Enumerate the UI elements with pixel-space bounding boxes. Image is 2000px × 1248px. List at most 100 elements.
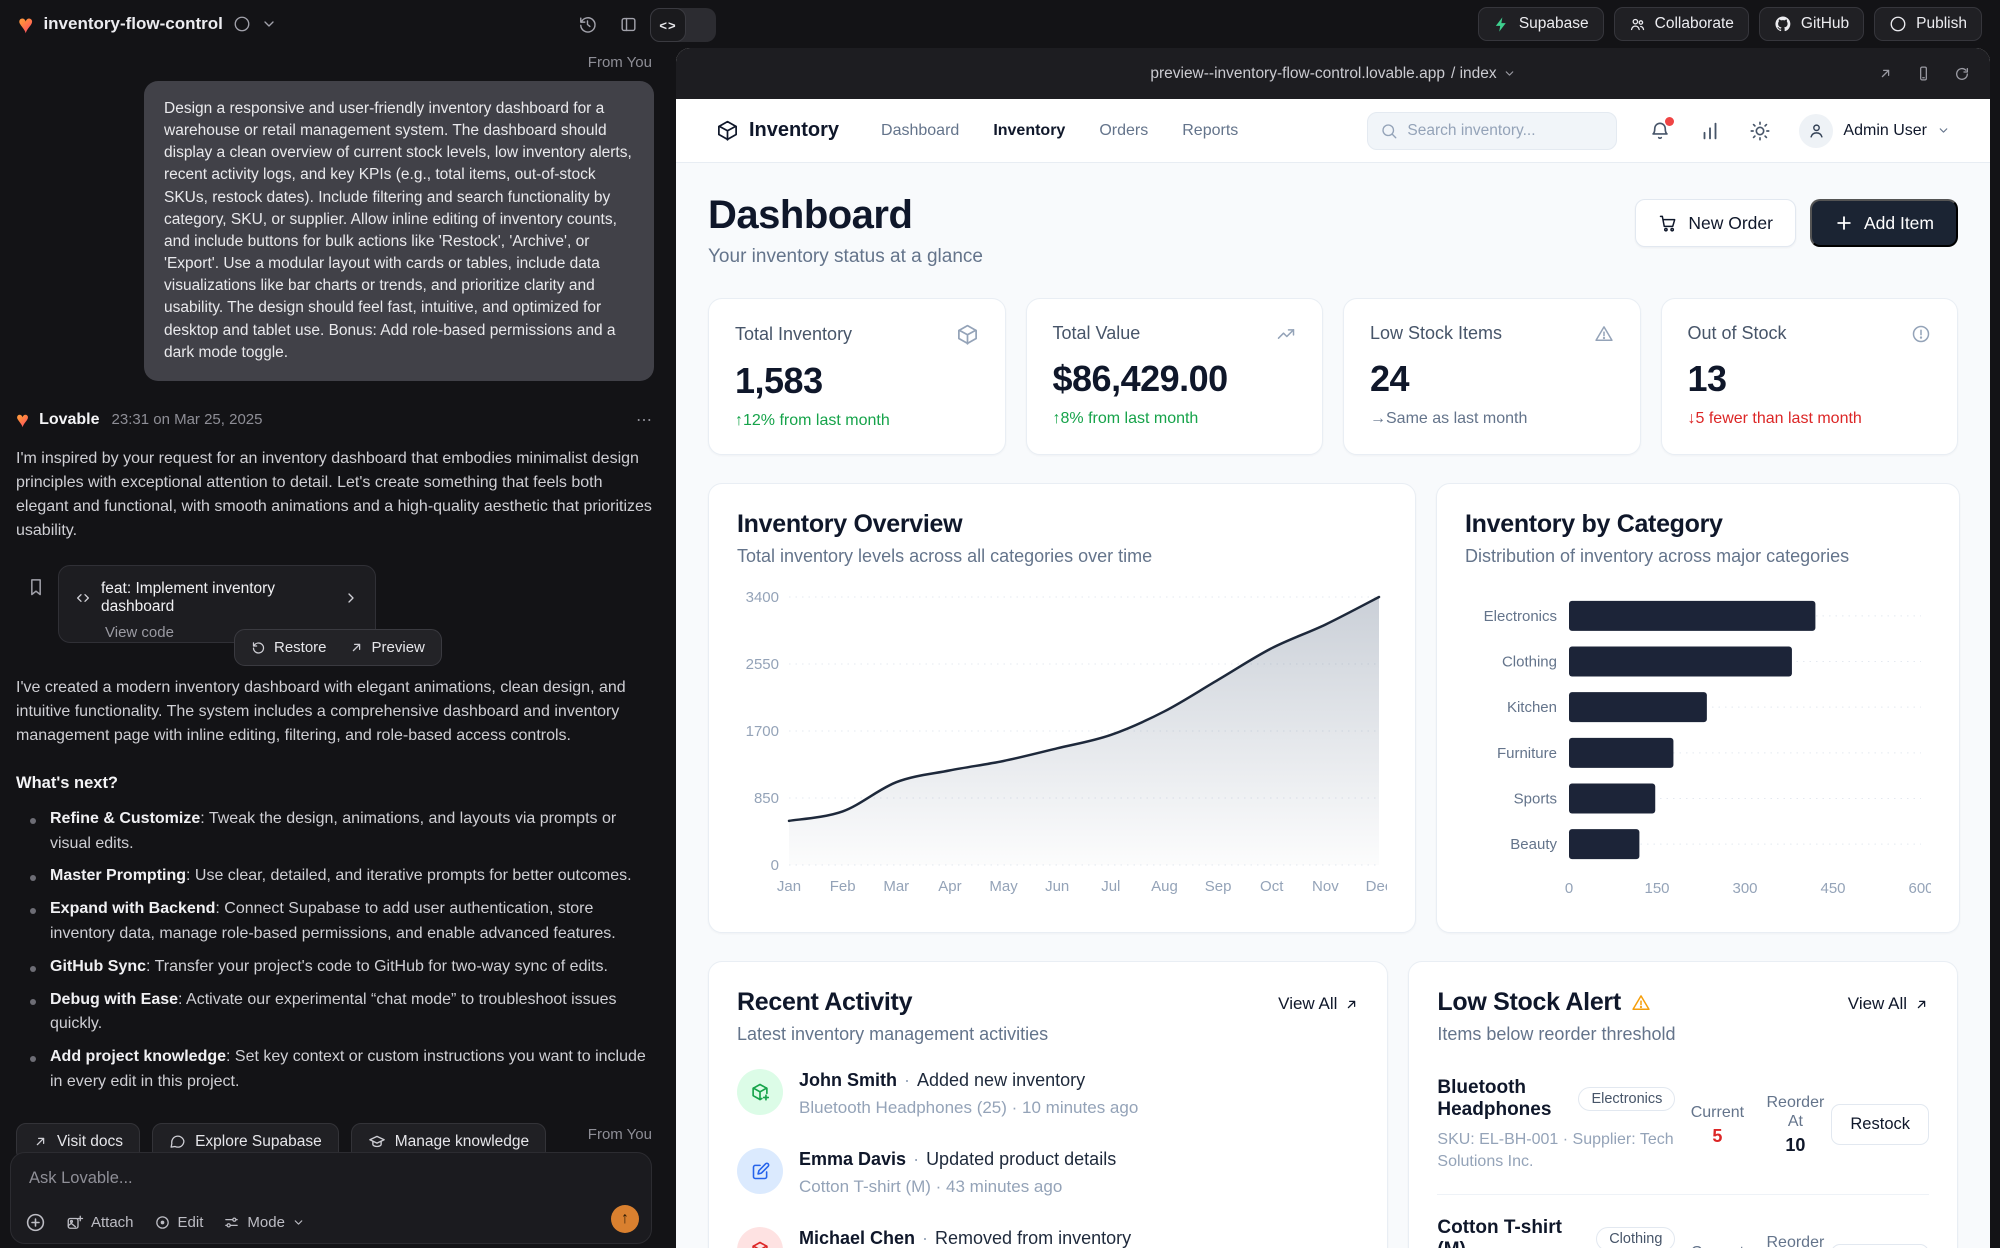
nav-link-inventory[interactable]: Inventory [993,121,1066,139]
code-preview-toggle[interactable]: <> [650,8,716,42]
user-name: Admin User [1843,121,1927,139]
kpi-label: Low Stock Items [1370,323,1503,343]
svg-text:Jun: Jun [1045,878,1069,895]
svg-text:450: 450 [1820,880,1845,897]
view-all-low-stock-link[interactable]: View All [1848,994,1929,1014]
panel-toggle-icon[interactable] [619,15,638,34]
svg-text:Feb: Feb [830,878,856,895]
svg-text:Beauty: Beauty [1510,836,1557,853]
supabase-bolt-icon [1493,16,1510,33]
view-code-link[interactable]: View code [105,623,174,641]
collaborate-button[interactable]: Collaborate [1613,7,1749,41]
preview-button[interactable]: Preview [349,639,425,656]
svg-text:300: 300 [1732,880,1757,897]
svg-text:Aug: Aug [1151,878,1178,895]
inventory-overview-card: Inventory Overview Total inventory level… [708,483,1416,933]
add-item-button[interactable]: Add Item [1809,199,1958,247]
inventory-app: Inventory Dashboard Inventory Orders Report… [676,99,1990,1248]
plus-circle-icon[interactable] [25,1212,46,1233]
whats-next-heading: What's next? [16,773,119,792]
chart-title: Inventory Overview [737,510,963,538]
supabase-button[interactable]: Supabase [1477,7,1604,41]
low-stock-row: Cotton T-shirt (M)ClothingSKU: CL-TS-M-0… [1437,1195,1929,1248]
chart-subtitle: Total inventory levels across all catego… [737,546,1153,566]
next-step-item: Add project knowledge: Set key context o… [24,1045,654,1095]
sku-supplier-line: SKU: EL-BH-001 · Supplier: Tech Solution… [1437,1131,1674,1170]
activity-action: Added new inventory [917,1070,1086,1090]
notification-dot [1665,116,1675,126]
edit-button[interactable]: Edit [154,1214,203,1231]
arrow-up-right-icon [1344,997,1359,1012]
chat-input[interactable]: Ask Lovable... [29,1169,133,1187]
svg-text:Jan: Jan [777,878,801,895]
chevron-down-icon[interactable] [261,16,277,32]
warning-triangle-icon [1631,993,1651,1013]
arrow-up-right-icon [349,640,364,655]
open-external-icon[interactable] [1878,65,1893,82]
message-menu-icon[interactable]: ⋯ [636,411,654,429]
search-box[interactable] [1367,111,1618,150]
preview-url[interactable]: preview--inventory-flow-control.lovable.… [1150,65,1515,83]
category-badge: Clothing [1596,1227,1676,1248]
next-step-item: Master Prompting: Use clear, detailed, a… [24,864,654,889]
kpi-card: Total Value $86,429.00 ↑8% from last month [1025,298,1323,455]
chat-input-box[interactable]: Ask Lovable... Attach Edit Mode ↑ [10,1152,652,1244]
chevron-down-icon [292,1216,305,1229]
app-brand[interactable]: Inventory [716,119,839,142]
chevron-down-icon [1503,67,1516,80]
restore-preview-pill: Restore Preview [234,628,442,666]
mode-dropdown[interactable]: Mode [223,1214,305,1231]
chat-panel: From You Design a responsive and user-fr… [0,48,676,1248]
graduation-cap-icon [368,1133,386,1151]
github-button[interactable]: GitHub [1758,7,1865,41]
svg-text:150: 150 [1644,880,1669,897]
search-input[interactable] [1407,121,1605,140]
svg-text:Kitchen: Kitchen [1507,699,1557,716]
package-plus-icon [737,1069,783,1115]
low-stock-row: Bluetooth Headphones Electronics SKU: EL-B… [1437,1055,1929,1196]
analytics-bars-icon[interactable] [1699,120,1721,142]
svg-text:Apr: Apr [938,878,961,895]
alert-circle-icon [1911,324,1931,344]
kpi-card: Low Stock Items 24 →Same as last month [1343,298,1641,455]
alert-triangle-icon [1594,324,1614,344]
restock-button[interactable]: Restock [1831,1104,1929,1146]
bookmark-icon[interactable] [26,577,46,597]
nav-link-reports[interactable]: Reports [1182,121,1239,139]
user-menu[interactable]: Admin User [1799,113,1950,148]
chart-subtitle: Distribution of inventory across major c… [1465,546,1850,566]
item-name: Bluetooth Headphones [1437,1077,1552,1120]
mobile-view-icon[interactable] [1915,65,1932,82]
nav-link-orders[interactable]: Orders [1099,121,1149,139]
kpi-delta: →Same as last month [1370,410,1528,427]
send-button[interactable]: ↑ [611,1205,639,1233]
theme-sun-icon[interactable] [1749,120,1771,142]
restore-button[interactable]: Restore [251,639,327,656]
message-timestamp: 23:31 on Mar 25, 2025 [111,411,263,429]
history-icon[interactable] [578,15,597,34]
item-name: Cotton T-shirt (M) [1437,1217,1562,1248]
page-title: Dashboard [708,193,913,237]
svg-text:2550: 2550 [746,656,779,673]
kpi-label: Out of Stock [1687,323,1787,343]
from-you-label-bottom: From You [587,1126,652,1143]
commit-block: feat: Implement inventory dashboard View… [16,564,654,666]
view-all-activity-link[interactable]: View All [1278,994,1359,1014]
restock-button[interactable]: Restock [1831,1244,1929,1248]
attach-button[interactable]: Attach [66,1214,134,1232]
kpi-delta: ↑12% from last month [735,412,890,429]
publish-button[interactable]: Publish [1874,7,1982,41]
notifications-bell-icon[interactable] [1649,116,1675,142]
refresh-icon[interactable] [1954,65,1970,82]
low-stock-title: Low Stock Alert [1437,988,1621,1016]
plus-icon [1834,213,1854,233]
attach-image-icon [66,1214,84,1232]
kpi-value: 24 [1370,358,1410,399]
edit-icon [737,1148,783,1194]
svg-text:Sep: Sep [1205,878,1232,895]
preview-url-bar: preview--inventory-flow-control.lovable.… [676,48,1990,99]
preview-pane: preview--inventory-flow-control.lovable.… [676,48,1990,1248]
new-order-button[interactable]: New Order [1635,199,1796,247]
project-menu[interactable]: ♥ inventory-flow-control [18,11,277,37]
nav-link-dashboard[interactable]: Dashboard [881,121,960,139]
